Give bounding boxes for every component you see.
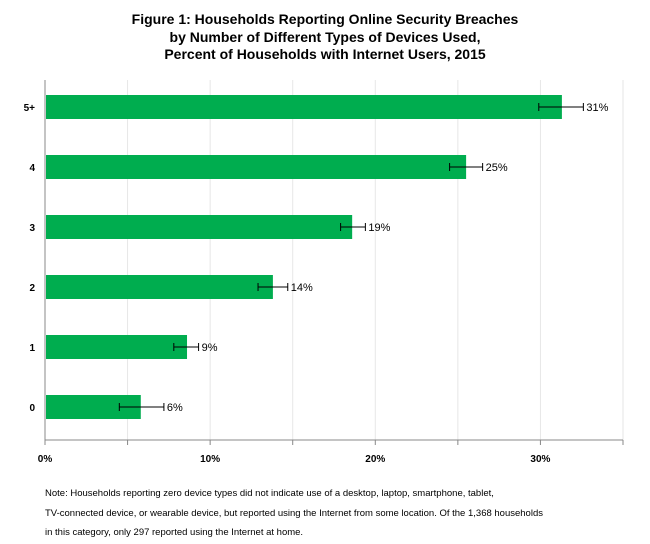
data-label: 19% [368, 222, 390, 234]
title-line: by Number of Different Types of Devices … [169, 28, 481, 45]
bar [46, 95, 562, 119]
bar [46, 335, 188, 359]
data-label: 6% [167, 402, 183, 414]
bar [46, 275, 273, 299]
data-label: 9% [202, 342, 218, 354]
bar [46, 155, 467, 179]
chart-title: Figure 1: Households Reporting Online Se… [0, 11, 650, 64]
y-tick-label: 4 [29, 163, 35, 174]
note-line: in this category, only 297 reported usin… [45, 527, 304, 538]
bar-chart: 0% 10% 20% 30%5+ 31%4 25%3 19%2 14%1 9%0 6% [24, 80, 624, 465]
x-tick-label: 20% [365, 454, 385, 465]
note-line: Note: Households reporting zero device t… [45, 488, 494, 499]
y-tick-label: 2 [29, 283, 35, 294]
x-tick-label: 10% [200, 454, 220, 465]
chart-note: Note: Households reporting zero device t… [45, 484, 543, 543]
x-tick-label: 0% [38, 454, 53, 465]
data-label: 31% [586, 102, 608, 114]
title-line: Percent of Households with Internet User… [164, 46, 486, 62]
x-tick-label: 30% [530, 454, 550, 465]
title-line: Figure 1: Households Reporting Online Se… [131, 11, 519, 27]
bar [46, 215, 353, 239]
y-tick-label: 3 [29, 223, 35, 234]
y-tick-label: 1 [29, 343, 35, 354]
data-label: 14% [291, 282, 313, 294]
note-line: TV-connected device, or wearable device,… [45, 507, 543, 519]
y-tick-label: 0 [29, 403, 35, 414]
y-tick-label: 5+ [24, 103, 36, 114]
data-label: 25% [486, 162, 508, 174]
